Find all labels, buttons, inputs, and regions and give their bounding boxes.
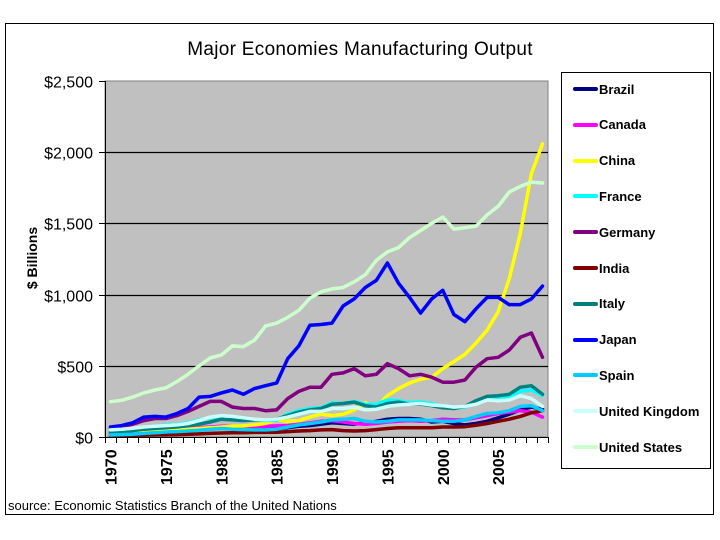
series-line-india xyxy=(108,408,545,438)
y-tick-label: $1,500 xyxy=(44,217,93,234)
legend-swatch xyxy=(573,373,598,378)
y-tick-label: $0 xyxy=(75,431,93,448)
x-tick-label: 1990 xyxy=(325,449,342,485)
series-line-spain xyxy=(108,403,545,437)
chart-frame xyxy=(5,23,714,515)
series-lines xyxy=(108,142,545,438)
gridlines xyxy=(105,151,548,368)
legend-item: Spain xyxy=(562,365,634,385)
legend-label: United States xyxy=(599,439,683,455)
y-tick-label: $1,000 xyxy=(44,289,93,306)
series-line-united-kingdom xyxy=(108,393,545,432)
legend-item: France xyxy=(562,186,642,206)
chart-title: Major Economies Manufacturing Output xyxy=(187,39,533,60)
series-line-germany xyxy=(108,331,545,431)
x-tick-label: 1970 xyxy=(104,449,121,485)
legend-swatch xyxy=(573,87,598,91)
legend-swatch xyxy=(573,337,598,342)
series-line-china xyxy=(108,142,545,434)
x-tick-label: 1980 xyxy=(214,449,231,485)
series-line-united-states xyxy=(108,180,545,404)
axes xyxy=(99,81,549,443)
legend-label: France xyxy=(599,188,642,204)
legend-swatch xyxy=(573,409,598,414)
legend-item: Brazil xyxy=(562,79,634,99)
x-tick-label: 2000 xyxy=(436,449,453,485)
legend-label: Italy xyxy=(599,296,626,312)
legend-swatch xyxy=(573,194,598,199)
legend-item: United Kingdom xyxy=(562,401,699,421)
y-tick-label: $2,500 xyxy=(44,75,93,92)
legend-label: China xyxy=(599,153,636,169)
legend-label: Canada xyxy=(599,117,646,133)
legend-label: Germany xyxy=(599,224,656,240)
y-tick-label: $2,000 xyxy=(44,146,93,163)
series-line-japan xyxy=(108,261,545,429)
legend-label: Japan xyxy=(599,332,637,348)
legend-item: Germany xyxy=(562,222,655,242)
y-tick-label: $500 xyxy=(57,360,93,377)
legend-item: United States xyxy=(562,437,682,457)
x-tick-labels: 1970 1975 1980 1985 1990 1995 2000 2005 xyxy=(104,449,509,485)
legend-item: China xyxy=(562,151,635,171)
legend-swatch xyxy=(573,445,598,449)
legend-swatch xyxy=(573,158,598,163)
legend-label: United Kingdom xyxy=(599,403,700,419)
plot-area xyxy=(104,80,549,438)
x-tick-label: 1995 xyxy=(380,449,397,485)
legend-item: Italy xyxy=(562,294,625,314)
legend-swatch xyxy=(573,230,598,235)
legend: Brazil Canada China France Germany India Italy… xyxy=(561,72,711,469)
legend-label: India xyxy=(599,260,630,276)
x-tick-label: 1985 xyxy=(270,449,287,485)
x-tick-label: 2005 xyxy=(491,449,508,485)
legend-swatch xyxy=(573,266,598,270)
y-tick-labels: $0 $500 $1,000 $1,500 $2,000 $2,500 xyxy=(44,75,93,448)
legend-item: Japan xyxy=(562,330,637,350)
legend-label: Spain xyxy=(599,367,635,383)
legend-swatch xyxy=(573,301,598,306)
source-note: source: Economic Statistics Branch of th… xyxy=(8,498,337,513)
x-tick-label: 1975 xyxy=(159,449,176,485)
legend-item: India xyxy=(562,258,629,278)
legend-label: Brazil xyxy=(599,81,635,97)
legend-swatch xyxy=(573,122,598,127)
legend-item: Canada xyxy=(562,115,646,135)
